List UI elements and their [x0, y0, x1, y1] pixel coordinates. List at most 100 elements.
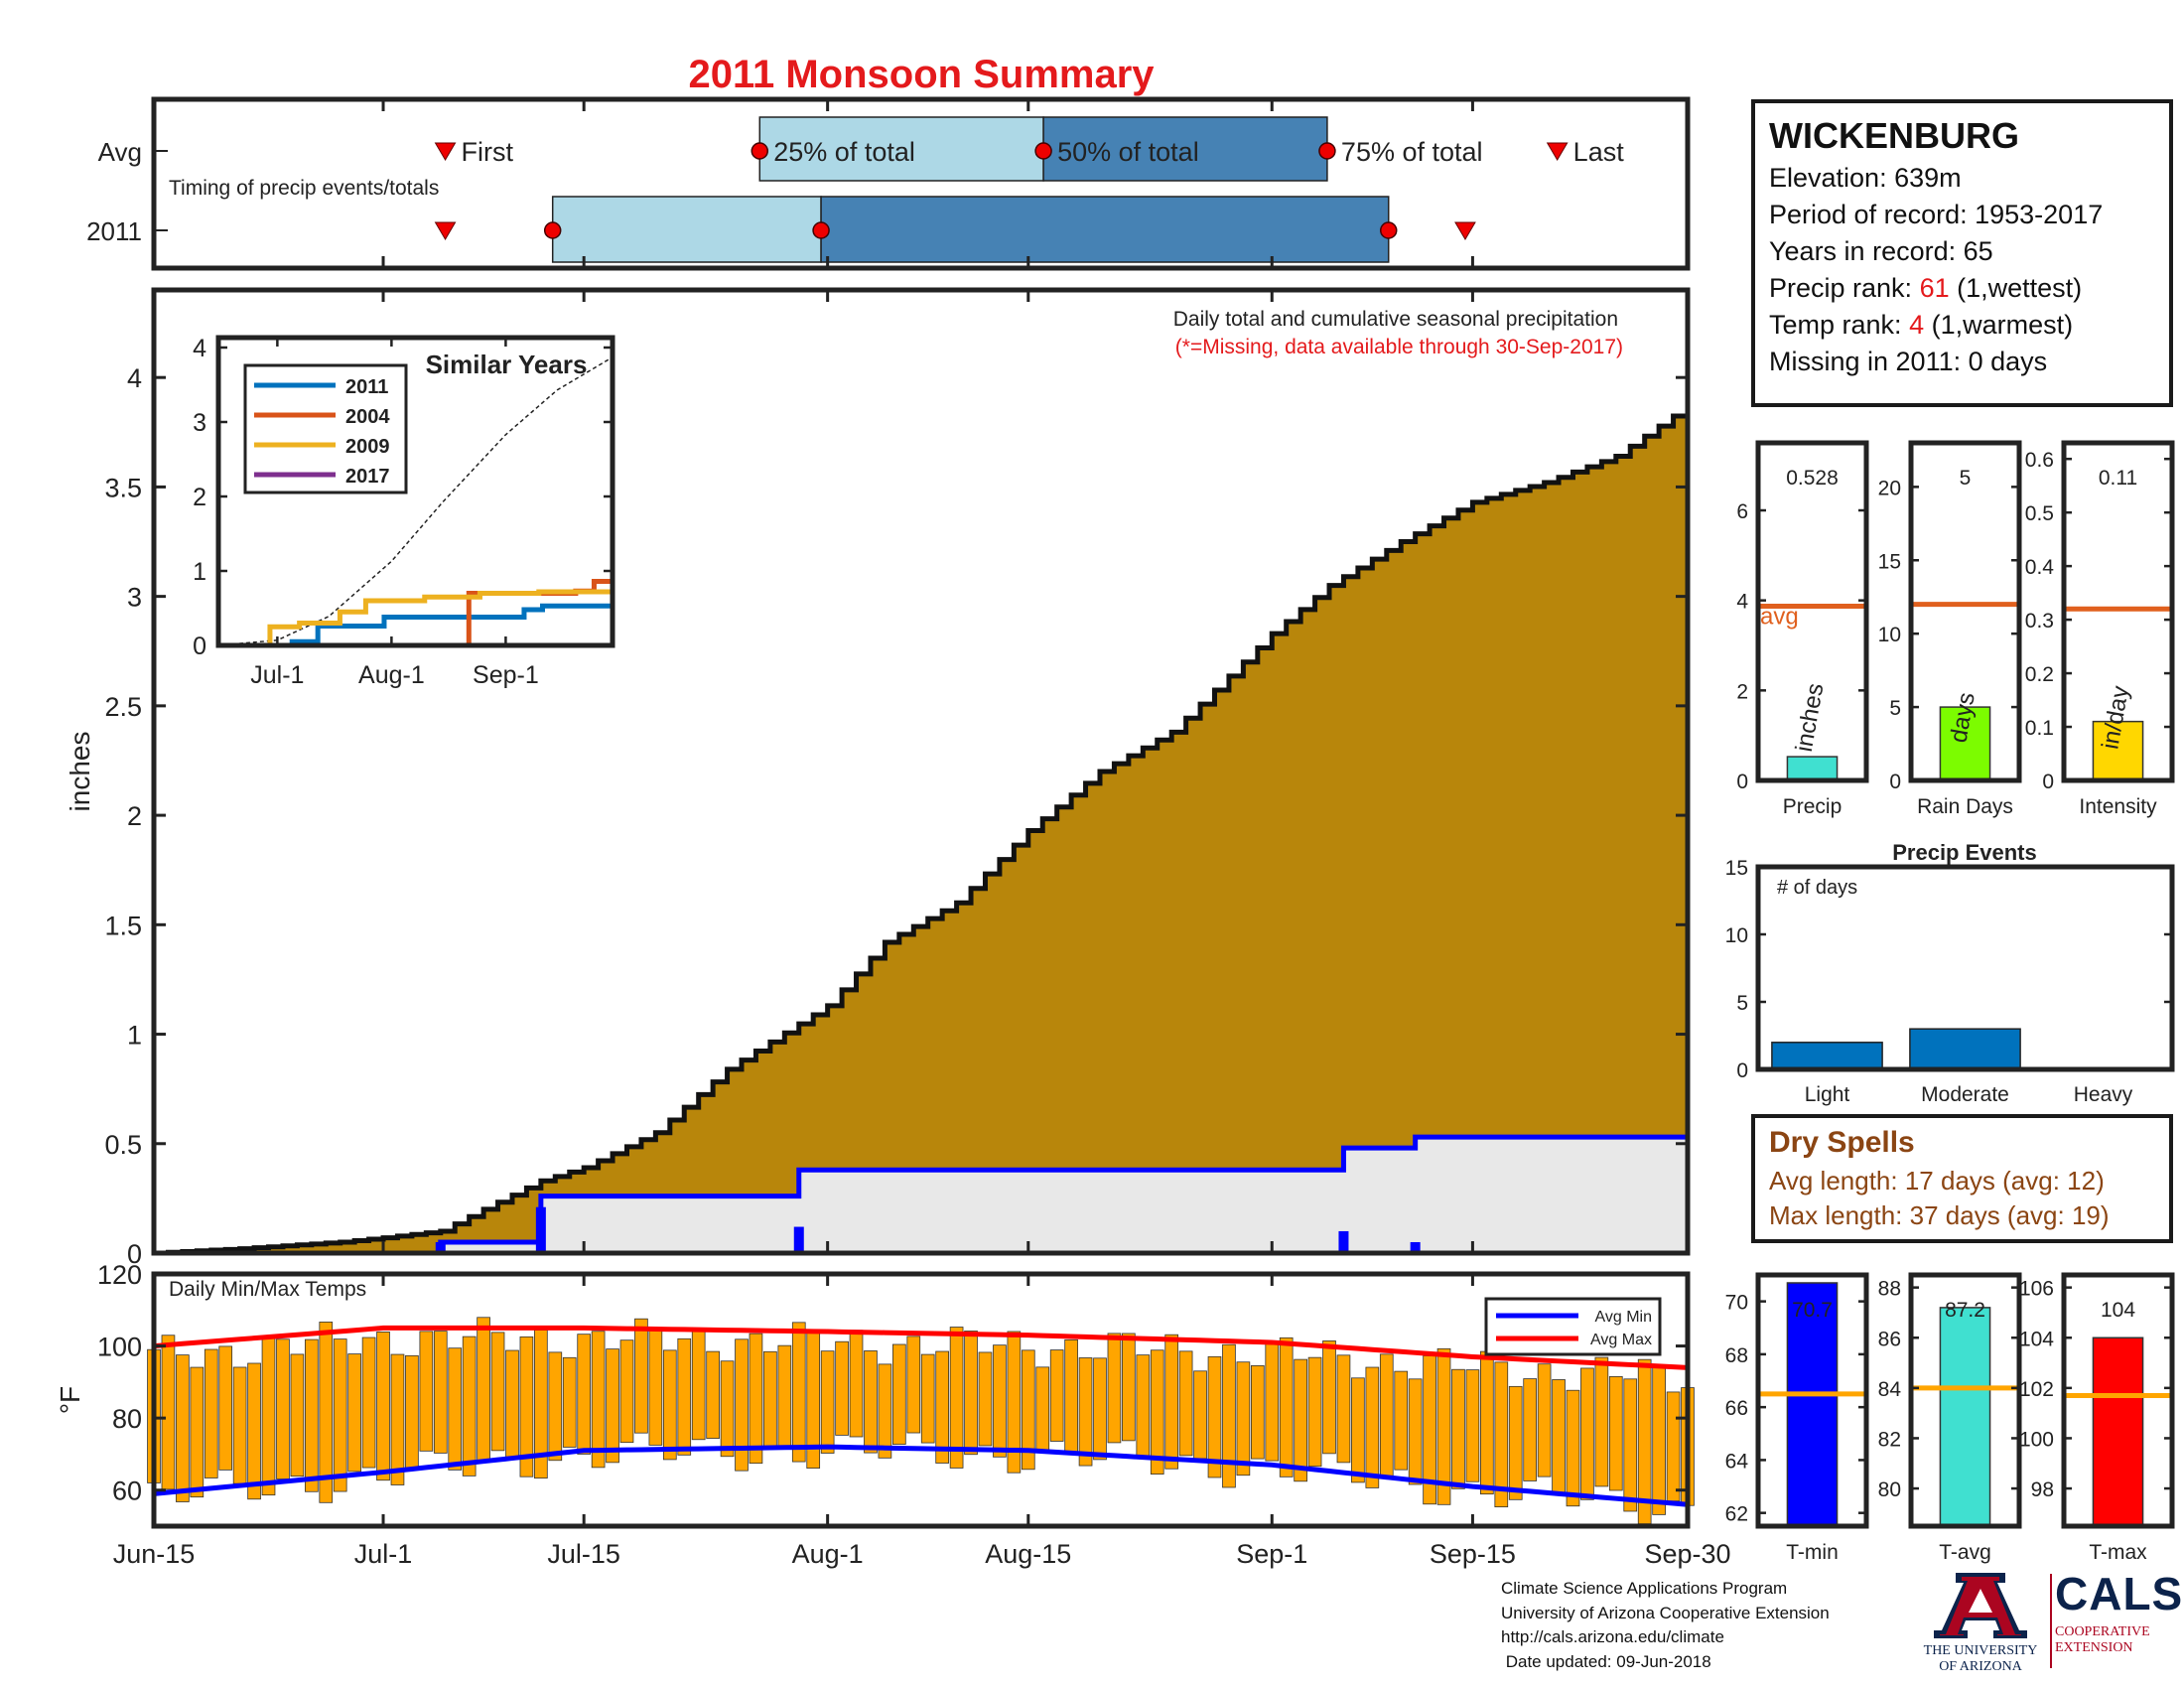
rain-days-ytick-label: 10	[1878, 624, 1901, 646]
precip-ytick-label: 4	[127, 363, 142, 393]
date-xtick-label: Sep-1	[1236, 1539, 1307, 1569]
inset-ytick-label: 2	[193, 484, 206, 511]
daily-temp-bar	[1294, 1358, 1307, 1482]
intensity-xlabel: Intensity	[2079, 795, 2157, 818]
daily-precip-bar	[535, 1206, 546, 1253]
daily-temp-bar	[1608, 1376, 1623, 1491]
dry-spells-avg: Avg length: 17 days (avg: 12)	[1769, 1166, 2105, 1196]
avg-75-label: 75% of total	[1341, 137, 1483, 167]
daily-temp-bar	[606, 1348, 619, 1464]
daily-temp-bar	[1436, 1347, 1451, 1505]
tmax-ytick-label: 100	[2019, 1428, 2054, 1451]
tavg-xlabel: T-avg	[1939, 1541, 1991, 1564]
credit-line: Climate Science Applications Program	[1501, 1579, 1788, 1598]
ua-logo-text: THE UNIVERSITY OF ARIZONA	[1923, 1643, 2038, 1674]
precip-ytick-label: 0	[127, 1239, 142, 1269]
daily-temp-bar	[1122, 1333, 1136, 1442]
daily-temp-bar	[662, 1349, 677, 1461]
year-75-marker	[1379, 221, 1398, 239]
precip-ytick-label: 4	[1736, 591, 1748, 614]
tavg-ytick-label: 82	[1878, 1428, 1901, 1451]
tavg-ytick-label: 80	[1878, 1478, 1901, 1501]
temp-rank: Temp rank: 4 (1,warmest)	[1769, 310, 2074, 340]
station-info-panel: WICKENBURG Elevation: 639m Period of rec…	[1751, 99, 2173, 407]
inset-title: Similar Years	[426, 350, 588, 379]
intensity-panel-frame	[2061, 440, 2175, 783]
inset-ytick-label: 0	[193, 633, 206, 660]
daily-temp-bar	[993, 1344, 1007, 1458]
dry-spells-title: Dry Spells	[1769, 1126, 1915, 1159]
tavg-panel-frame	[1908, 1272, 2022, 1529]
date-xtick-label: Jun-15	[113, 1539, 196, 1569]
daily-temp-bar	[562, 1356, 577, 1448]
cals-extension-text: COOPERATIVE EXTENSION	[2055, 1624, 2150, 1655]
daily-temp-bar	[964, 1331, 978, 1456]
events-ytick-label: 10	[1725, 924, 1748, 947]
daily-temp-bar	[906, 1336, 921, 1434]
credits-block: Climate Science Applications Program Uni…	[1501, 1577, 1830, 1674]
tmax-ytick-label: 102	[2019, 1378, 2054, 1401]
station-name: WICKENBURG	[1769, 115, 2019, 156]
inset-legend-label: 2017	[345, 466, 390, 488]
date-xtick-label: Sep-30	[1644, 1539, 1730, 1569]
station-elevation: Elevation: 639m	[1769, 163, 1962, 193]
daily-temp-bar	[204, 1348, 218, 1478]
tmin-bar	[1786, 1282, 1839, 1527]
date-xtick-label: Jul-1	[354, 1539, 413, 1569]
daily-temp-bar	[1623, 1378, 1638, 1512]
rain-days-xlabel: Rain Days	[1917, 795, 2013, 818]
daily-temp-bar	[1552, 1379, 1566, 1493]
daily-temp-bar	[361, 1336, 376, 1469]
daily-temp-bar	[1279, 1336, 1294, 1477]
avg-25-50-box	[758, 116, 1044, 182]
intensity-ytick-label: 0.6	[2025, 449, 2054, 472]
daily-temp-bar	[1480, 1350, 1494, 1495]
daily-precip-bar	[1410, 1241, 1421, 1253]
daily-temp-bar	[290, 1353, 305, 1477]
avg-min-line	[153, 1444, 1689, 1507]
tmin-ytick-label: 66	[1725, 1397, 1748, 1420]
arizona-a-icon	[1934, 1573, 2027, 1638]
daily-temp-bar	[390, 1353, 405, 1485]
precip-avg-label: avg	[1760, 604, 1799, 631]
daily-temp-bar	[1222, 1343, 1236, 1488]
events-panel-frame	[1755, 864, 2175, 1072]
daily-temp-bar	[978, 1351, 993, 1447]
timing-row-avg: Avg	[98, 137, 142, 167]
daily-temp-bar	[577, 1334, 592, 1455]
daily-temp-bar	[1035, 1366, 1050, 1452]
tmin-ytick-label: 68	[1725, 1344, 1748, 1367]
inset-frame	[215, 335, 615, 648]
precip-xlabel: Precip	[1783, 795, 1843, 818]
precip-missing-note: (*=Missing, data available through 30-Se…	[1175, 336, 1623, 358]
daily-temp-bar	[261, 1336, 276, 1496]
inset-legend-label: 2004	[345, 406, 390, 428]
daily-temp-bar	[1537, 1363, 1552, 1477]
daily-temp-bar	[1365, 1366, 1380, 1488]
avg-last-marker	[1546, 142, 1569, 161]
daily-temp-bar	[232, 1366, 247, 1484]
daily-temp-bar	[791, 1322, 806, 1463]
dry-spells-panel: Dry Spells Avg length: 17 days (avg: 12)…	[1751, 1114, 2173, 1243]
precip-panel-frame	[151, 287, 1691, 1256]
avg-max-line	[153, 1325, 1689, 1370]
daily-temp-bar	[1408, 1378, 1423, 1485]
daily-temp-bar	[247, 1362, 261, 1500]
daily-temp-bar	[477, 1317, 490, 1464]
avg-first-marker	[434, 142, 457, 161]
daily-temp-bar	[835, 1340, 849, 1436]
tmax-value-label: 104	[2101, 1299, 2135, 1322]
daily-temp-bar	[347, 1353, 361, 1473]
daily-temp-bar	[1465, 1369, 1480, 1482]
station-period: Period of record: 1953-2017	[1769, 200, 2104, 229]
avg-50-label: 50% of total	[1057, 137, 1199, 167]
tmin-ytick-label: 62	[1725, 1503, 1748, 1526]
daily-temp-bar	[1265, 1340, 1280, 1462]
temp-ytick-label: 100	[97, 1333, 142, 1362]
date-xtick-label: Aug-1	[792, 1539, 864, 1569]
temps-caption: Daily Min/Max Temps	[169, 1278, 366, 1301]
daily-temp-bar	[619, 1339, 634, 1444]
daily-temp-bar	[1064, 1338, 1078, 1454]
temp-rank-value: 4	[1909, 310, 1925, 340]
